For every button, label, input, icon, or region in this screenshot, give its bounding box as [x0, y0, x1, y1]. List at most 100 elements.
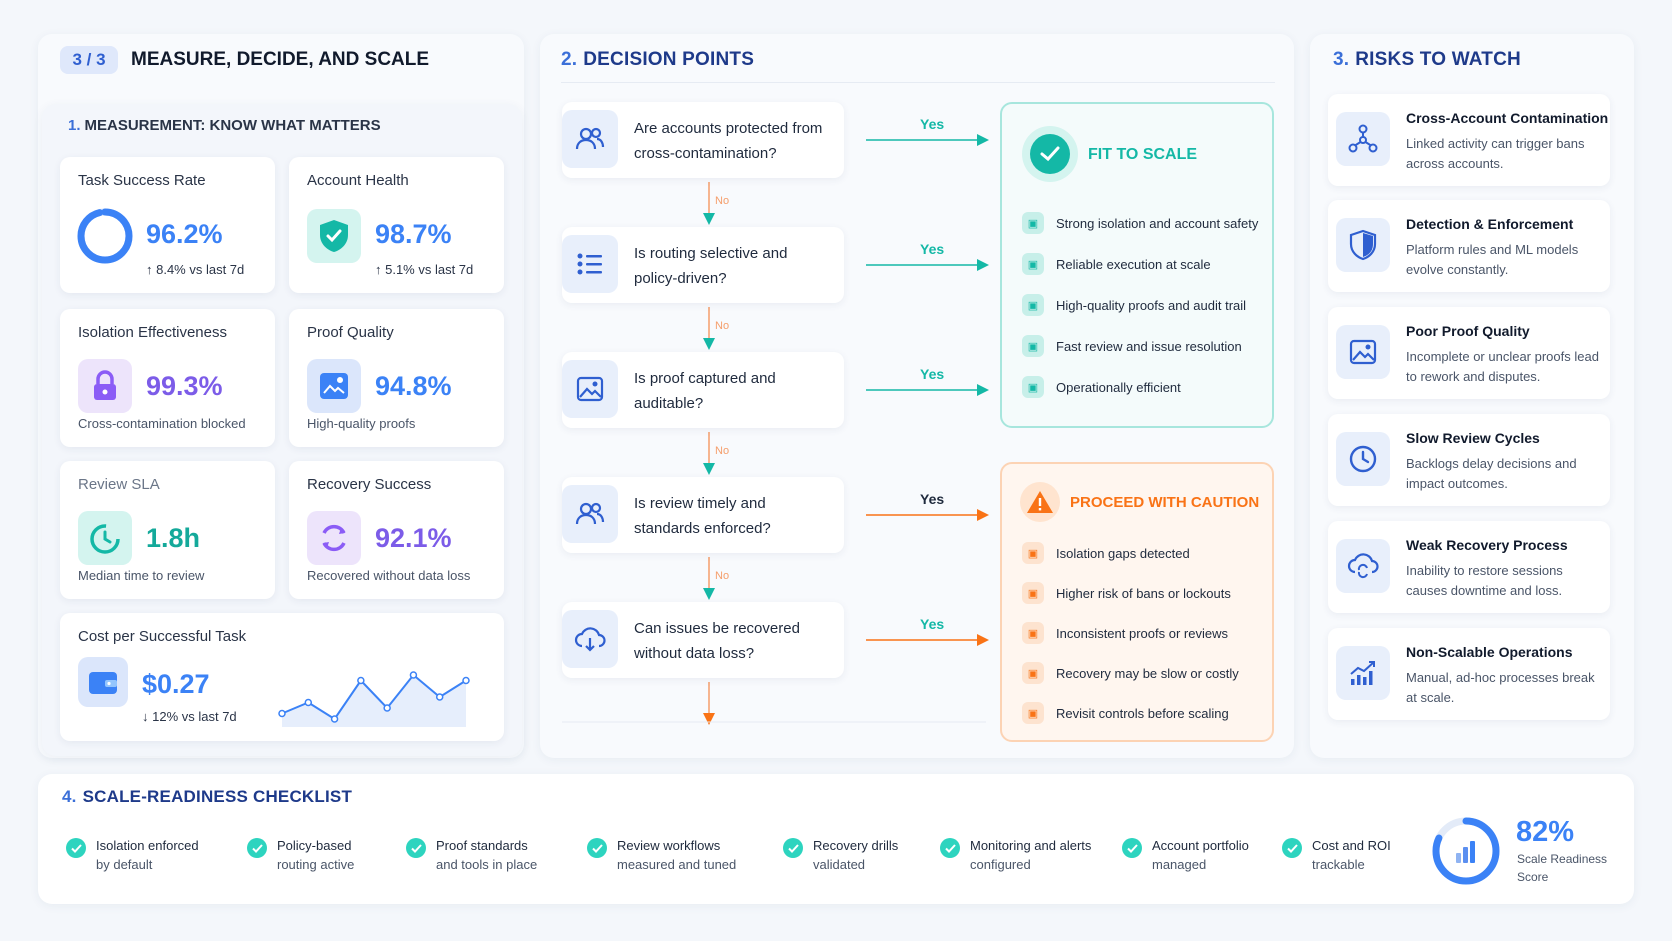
caution-item-icon: ▣: [1022, 622, 1044, 644]
checklist-line1: Cost and ROI: [1312, 838, 1391, 853]
fit-item: ▣ Reliable execution at scale: [1022, 253, 1211, 275]
no-label-2: No: [715, 320, 730, 332]
score-value: 82%: [1516, 816, 1575, 848]
caution-item-icon: ▣: [1022, 582, 1044, 604]
risks-num: 3.: [1333, 49, 1350, 70]
risk-card-2[interactable]: Detection & Enforcement Platform rules a…: [1328, 200, 1610, 292]
fit-item-text: Fast review and issue resolution: [1056, 338, 1242, 354]
metric-card-review-sla: Review SLA 1.8h Median time to review: [60, 461, 275, 599]
risk-desc: Inability to restore sessions causes dow…: [1406, 563, 1563, 598]
metric-label: Account Health: [307, 172, 409, 189]
risk-card-3[interactable]: Poor Proof Quality Incomplete or unclear…: [1328, 307, 1610, 399]
metric-value: 98.7%: [375, 219, 452, 249]
decision-question-1[interactable]: Are accounts protected from cross-contam…: [562, 102, 844, 178]
no-label-4: No: [715, 570, 730, 582]
question-text: Is routing selective and policy-driven?: [634, 245, 788, 287]
score-label-2: Score: [1517, 870, 1549, 884]
checklist-line2: managed: [1152, 857, 1207, 872]
clock-icon: [1336, 432, 1390, 486]
fit-item-icon: ▣: [1022, 253, 1044, 275]
check-circle-icon: [1022, 126, 1078, 182]
sparkline-area: [282, 675, 466, 727]
risk-title: Cross-Account Contamination: [1406, 110, 1609, 126]
chart-up-icon: [1336, 646, 1390, 700]
risk-title: Poor Proof Quality: [1406, 323, 1530, 339]
step-badge: 3 / 3: [60, 46, 118, 74]
checklist-item[interactable]: Cost and ROI trackable: [1282, 836, 1391, 874]
metric-card-isolation: Isolation Effectiveness 99.3% Cross-cont…: [60, 309, 275, 447]
metric-value: 94.8%: [375, 371, 452, 401]
yes-label-5: Yes: [920, 616, 945, 632]
caution-item-text: Higher risk of bans or lockouts: [1056, 585, 1231, 601]
cost-value: $0.27: [142, 669, 210, 699]
users-icon: [562, 485, 618, 543]
metric-sub: Median time to review: [78, 568, 205, 583]
cost-sparkline: [278, 671, 470, 727]
check-icon: [940, 838, 960, 858]
sparkline-point: [435, 693, 444, 701]
checklist-line1: Policy-based: [277, 838, 352, 853]
image-icon: [562, 360, 618, 418]
caution-item-icon: ▣: [1022, 662, 1044, 684]
decision-question-4[interactable]: Is review timely and standards enforced?: [562, 477, 844, 553]
cloud-icon: [562, 610, 618, 668]
risk-card-1[interactable]: Cross-Account Contamination Linked activ…: [1328, 94, 1610, 186]
checklist-text: Cost and ROI trackable: [1312, 836, 1391, 874]
fit-item: ▣ Strong isolation and account safety: [1022, 212, 1258, 234]
checklist-item[interactable]: Account portfolio managed: [1122, 836, 1249, 874]
metric-card-proof-quality: Proof Quality 94.8% High-quality proofs: [289, 309, 504, 447]
checklist-item[interactable]: Policy-based routing active: [247, 836, 354, 874]
metric-card-task-success: Task Success Rate 96.2% ↑ 8.4% vs last 7…: [60, 157, 275, 293]
check-icon: [66, 838, 86, 858]
question-text: Can issues be recovered without data los…: [634, 620, 800, 662]
caution-item-text: Recovery may be slow or costly: [1056, 665, 1239, 681]
risk-card-6[interactable]: Non-Scalable Operations Manual, ad-hoc p…: [1328, 628, 1610, 720]
checklist-item[interactable]: Isolation enforced by default: [66, 836, 199, 874]
risks-title-text: RISKS TO WATCH: [1355, 49, 1521, 70]
shield-check-icon: [307, 209, 361, 263]
checklist-item[interactable]: Monitoring and alerts configured: [940, 836, 1091, 874]
fit-item-text: Operationally efficient: [1056, 379, 1181, 395]
decisions-title: 2. DECISION POINTS: [561, 49, 754, 71]
metric-value: 1.8h: [146, 523, 201, 553]
sparkline-point: [462, 676, 470, 685]
checklist-line1: Isolation enforced: [96, 838, 199, 853]
risks-title: 3. RISKS TO WATCH: [1333, 49, 1521, 71]
checklist-line2: configured: [970, 857, 1031, 872]
metric-label: Review SLA: [78, 476, 160, 493]
checklist-text: Monitoring and alerts configured: [970, 836, 1091, 874]
checklist-item[interactable]: Review workflows measured and tuned: [587, 836, 736, 874]
refresh-icon: [307, 511, 361, 565]
checklist-text: Proof standards and tools in place: [436, 836, 537, 874]
yes-label-4: Yes: [920, 491, 945, 507]
network-icon: [1336, 112, 1390, 166]
risk-card-4[interactable]: Slow Review Cycles Backlogs delay decisi…: [1328, 414, 1610, 506]
metric-card-recovery: Recovery Success 92.1% Recovered without…: [289, 461, 504, 599]
photo-icon: [307, 359, 361, 413]
risk-card-5[interactable]: Weak Recovery Process Inability to resto…: [1328, 521, 1610, 613]
question-text: Is proof captured and auditable?: [634, 370, 776, 412]
risk-desc: Incomplete or unclear proofs lead to rew…: [1406, 349, 1599, 384]
donut-icon: [77, 208, 133, 264]
risk-title: Detection & Enforcement: [1406, 216, 1574, 232]
checklist-item[interactable]: Recovery drills validated: [783, 836, 898, 874]
fit-item-icon: ▣: [1022, 212, 1044, 234]
no-label-3: No: [715, 445, 730, 457]
metric-value: 92.1%: [375, 523, 452, 553]
measurement-num: 1.: [68, 117, 81, 134]
checklist-line1: Recovery drills: [813, 838, 899, 853]
metric-label: Isolation Effectiveness: [78, 324, 227, 341]
caution-item: ▣ Inconsistent proofs or reviews: [1022, 622, 1228, 644]
checklist-item[interactable]: Proof standards and tools in place: [406, 836, 537, 874]
caution-title: PROCEED WITH CAUTION: [1070, 494, 1260, 511]
decisions-divider: [561, 82, 1275, 83]
decision-question-3[interactable]: Is proof captured and auditable?: [562, 352, 844, 428]
decision-question-5[interactable]: Can issues be recovered without data los…: [562, 602, 844, 678]
caution-item: ▣ Isolation gaps detected: [1022, 542, 1190, 564]
metric-sub: Cross-contamination blocked: [78, 416, 246, 431]
decision-question-2[interactable]: Is routing selective and policy-driven?: [562, 227, 844, 303]
users-icon: [562, 110, 618, 168]
score-gauge: [1432, 817, 1500, 885]
fit-to-scale-box: FIT TO SCALE ▣ Strong isolation and accou…: [1000, 102, 1274, 428]
